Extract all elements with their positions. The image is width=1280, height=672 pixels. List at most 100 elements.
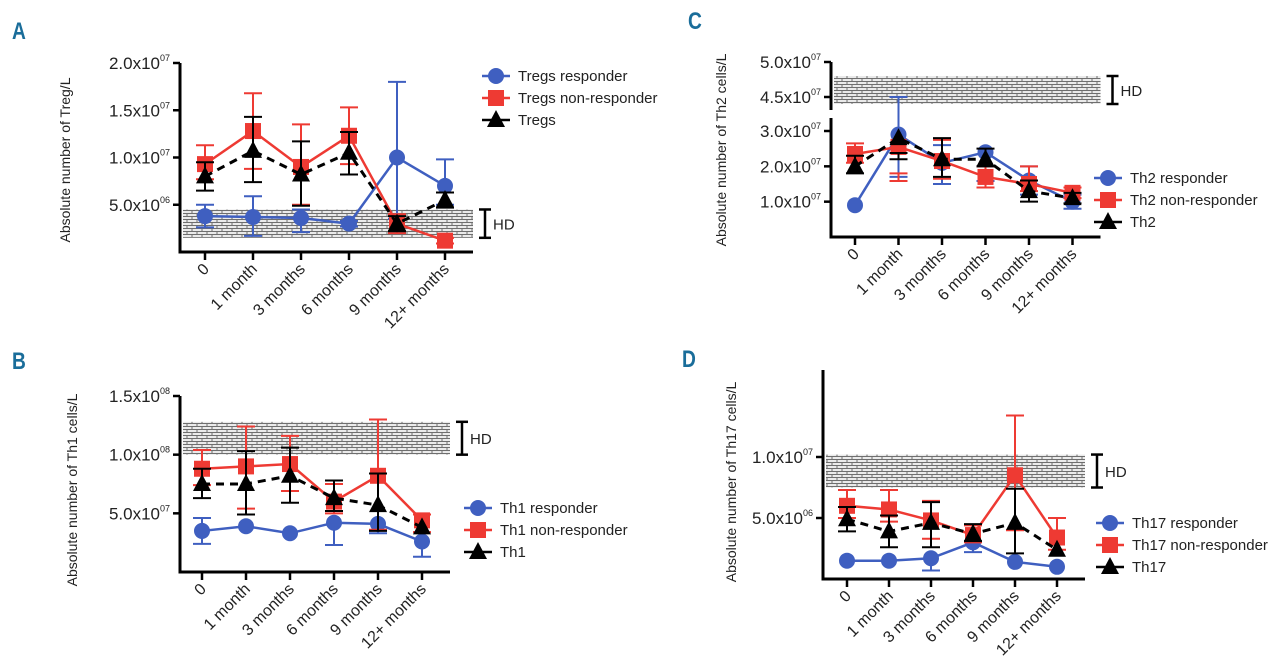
data-point bbox=[292, 164, 310, 182]
data-point bbox=[1048, 539, 1066, 557]
data-point bbox=[369, 495, 387, 513]
panel-letter-d: D bbox=[682, 346, 696, 373]
data-point bbox=[1007, 553, 1023, 570]
legend-item: Th2 responder bbox=[1094, 170, 1228, 187]
legend-item: Th2 bbox=[1094, 212, 1156, 231]
x-tick-label: 0 bbox=[192, 581, 210, 599]
y-axis-label: Absolute number of Th2 cells/L bbox=[713, 53, 729, 246]
legend-item: Th1 non-responder bbox=[464, 522, 628, 539]
x-tick-label: 0 bbox=[845, 246, 863, 264]
legend-item: Tregs bbox=[482, 110, 556, 129]
series-responder bbox=[847, 96, 1082, 214]
data-point bbox=[889, 128, 908, 146]
data-point bbox=[977, 168, 994, 185]
data-point bbox=[1049, 529, 1065, 546]
legend-label: Th2 non-responder bbox=[1130, 192, 1258, 209]
legend-item: Th17 non-responder bbox=[1096, 537, 1268, 554]
data-point bbox=[437, 177, 453, 194]
x-tick-label: 0 bbox=[837, 588, 855, 606]
series-overall bbox=[193, 446, 431, 535]
data-point bbox=[847, 145, 863, 162]
y-tick-label: 1.0x1007 bbox=[760, 192, 821, 212]
data-point bbox=[1020, 181, 1038, 199]
legend-marker bbox=[487, 110, 505, 127]
data-point bbox=[839, 497, 855, 514]
legend-label: Th2 responder bbox=[1130, 170, 1228, 187]
data-point bbox=[293, 209, 309, 226]
hd-label: HD bbox=[1121, 83, 1143, 100]
y-tick-label: 1.0x1008 bbox=[109, 445, 170, 465]
legend-label: Th17 bbox=[1132, 559, 1166, 576]
panel-letter-c: C bbox=[688, 8, 702, 35]
legend-label: Tregs non-responder bbox=[518, 90, 658, 107]
legend-marker bbox=[470, 522, 486, 538]
data-point bbox=[846, 156, 864, 174]
y-tick-label: 5.0x1006 bbox=[752, 508, 813, 528]
series-line bbox=[204, 155, 446, 225]
panel-letter-b: B bbox=[12, 348, 26, 375]
data-point bbox=[325, 488, 343, 506]
legend-marker bbox=[488, 68, 504, 84]
series-responder bbox=[839, 534, 1065, 575]
legend-marker bbox=[470, 500, 486, 516]
data-point bbox=[847, 197, 863, 214]
hd-band bbox=[183, 209, 473, 238]
legend-item: Th17 responder bbox=[1096, 515, 1238, 532]
legend-item: Tregs responder bbox=[482, 68, 628, 85]
series-line bbox=[204, 149, 446, 226]
series-line bbox=[847, 541, 1058, 569]
legend-label: Th2 bbox=[1130, 214, 1156, 231]
data-point bbox=[282, 525, 298, 542]
data-point bbox=[436, 190, 454, 208]
data-point bbox=[923, 550, 939, 567]
legend-item: Th17 bbox=[1096, 557, 1166, 576]
data-point bbox=[838, 509, 856, 527]
panel-letter-a: A bbox=[12, 18, 26, 45]
data-point bbox=[237, 474, 255, 491]
data-point bbox=[196, 166, 214, 184]
data-point bbox=[880, 521, 898, 539]
y-axis-label: Absolute number of Treg/L bbox=[57, 77, 73, 242]
legend-item: Th1 bbox=[464, 542, 526, 561]
y-tick-label: 5.0x1007 bbox=[109, 503, 170, 523]
y-tick-label: 1.5x1008 bbox=[109, 386, 170, 406]
axis-break bbox=[823, 110, 839, 118]
panel-b: B HD 5.0x1007 1.0x1008 1.5x1008 0 1 month 3 mo… bbox=[0, 330, 640, 672]
data-point bbox=[839, 552, 855, 569]
series-line bbox=[202, 474, 423, 529]
legend-marker bbox=[1102, 537, 1118, 553]
panel-d: D HD 5.0x1006 1.0x1007 0 1 month 3 months 6 mo… bbox=[640, 330, 1280, 672]
y-tick-label: 1.5x1007 bbox=[109, 100, 170, 120]
data-point bbox=[326, 514, 342, 531]
data-point bbox=[1007, 467, 1023, 484]
hd-band bbox=[826, 454, 1085, 488]
panel-a: A HD 5.0x1006 1.0x1007 1.5x1007 2.0x1007 0 1 m… bbox=[0, 0, 658, 332]
data-point bbox=[413, 517, 431, 535]
hd-label: HD bbox=[493, 217, 515, 234]
data-point bbox=[881, 501, 897, 518]
data-point bbox=[197, 208, 213, 225]
data-point bbox=[340, 142, 358, 160]
data-point bbox=[245, 209, 261, 226]
data-point bbox=[1063, 188, 1082, 206]
data-point bbox=[389, 149, 405, 166]
data-point bbox=[194, 522, 210, 539]
series-line bbox=[201, 521, 423, 543]
legend-marker bbox=[488, 90, 504, 106]
series-responder bbox=[196, 80, 454, 237]
legend-marker bbox=[1102, 515, 1118, 531]
data-point bbox=[933, 149, 951, 167]
legend-label: Th1 non-responder bbox=[500, 522, 628, 539]
legend-label: Th17 non-responder bbox=[1132, 537, 1268, 554]
y-tick-label: 4.5x1007 bbox=[760, 87, 821, 107]
legend-marker bbox=[1100, 192, 1116, 208]
chart-c: HD 1.0x1007 2.0x1007 3.0x1007 4.5x1007 5.0x10… bbox=[713, 52, 1258, 317]
legend-marker bbox=[1101, 557, 1119, 574]
legend-item: Th2 non-responder bbox=[1094, 192, 1258, 209]
hd-band bbox=[183, 421, 450, 455]
y-tick-label: 2.0x1007 bbox=[760, 156, 821, 176]
y-tick-label: 2.0x1007 bbox=[109, 53, 170, 73]
